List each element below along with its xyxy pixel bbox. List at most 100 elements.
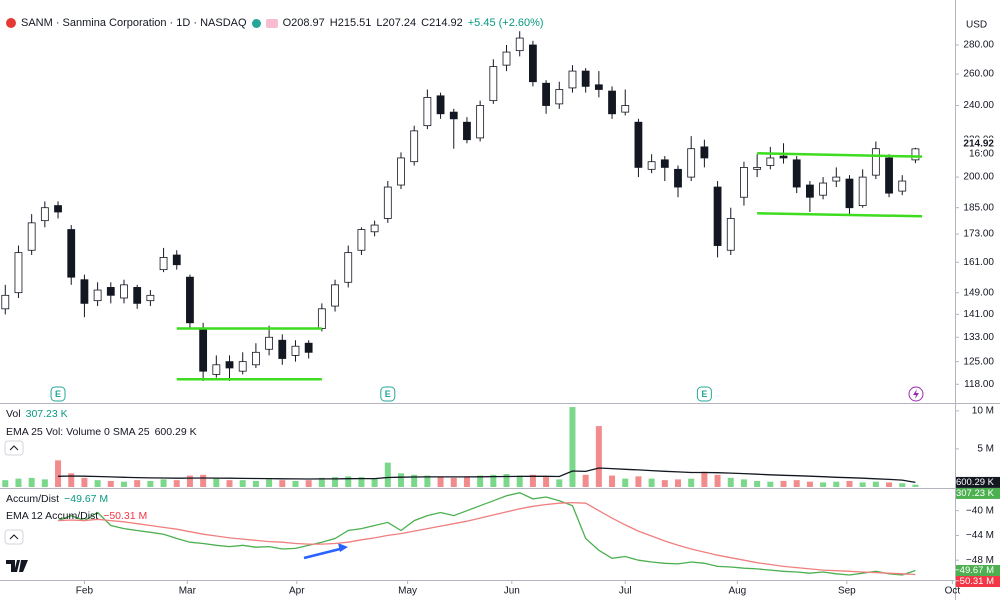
series-line bbox=[57, 492, 916, 576]
flag-icon bbox=[265, 18, 278, 28]
volume-bar bbox=[213, 478, 220, 487]
event-label: E bbox=[385, 389, 391, 399]
y-tick-label: 5 M bbox=[977, 444, 994, 455]
last-value-box bbox=[956, 487, 1000, 499]
collapse-button[interactable] bbox=[4, 529, 24, 545]
ohlc-open: O208.97 bbox=[282, 17, 325, 29]
y-tick-label: 260.00 bbox=[963, 69, 994, 80]
candle-body bbox=[27, 222, 36, 251]
annotation-arrow bbox=[303, 543, 348, 560]
candle-body bbox=[885, 157, 893, 194]
volume-bar bbox=[252, 480, 259, 487]
trend-line bbox=[757, 152, 923, 158]
candle-body bbox=[106, 287, 115, 296]
candle-body bbox=[806, 184, 814, 198]
candle-body bbox=[120, 284, 128, 299]
candle-body bbox=[845, 178, 854, 209]
earnings-event[interactable]: E bbox=[50, 386, 66, 402]
volume-bar bbox=[2, 480, 9, 487]
candle-body bbox=[449, 111, 458, 120]
volume-bar bbox=[582, 474, 589, 487]
candle-body bbox=[608, 90, 616, 115]
candle-body bbox=[304, 342, 313, 353]
candle-body bbox=[317, 308, 326, 329]
candle-body bbox=[67, 229, 76, 278]
candle-body bbox=[212, 364, 221, 375]
volume-bar bbox=[437, 477, 444, 487]
y-tick-label: 10 M bbox=[972, 405, 994, 416]
y-tick-label: −44 M bbox=[966, 530, 994, 541]
volume-bar bbox=[332, 477, 339, 487]
countdown: 16:00 bbox=[969, 148, 994, 159]
candle-body bbox=[133, 287, 142, 304]
volume-bar bbox=[279, 480, 286, 487]
x-tick-label: Feb bbox=[76, 586, 94, 597]
candle-body bbox=[594, 84, 603, 90]
dividends-event[interactable] bbox=[908, 386, 924, 402]
candle-body bbox=[529, 44, 537, 83]
ohlc-low: L207.24 bbox=[376, 17, 417, 29]
volume-bar bbox=[107, 480, 114, 487]
candle-body bbox=[489, 66, 498, 102]
y-tick-label: 149.00 bbox=[963, 287, 994, 298]
earnings-event[interactable]: E bbox=[380, 386, 396, 402]
legend-value: −50.31 M bbox=[103, 510, 148, 522]
volume-bar bbox=[859, 482, 866, 487]
volume-bar bbox=[661, 480, 668, 487]
candle-body bbox=[278, 339, 287, 359]
candle-body bbox=[753, 167, 762, 170]
collapse-button[interactable] bbox=[4, 440, 24, 456]
last-value-label: 600.29 K bbox=[956, 477, 995, 488]
candle-body bbox=[911, 148, 920, 161]
symbol-title[interactable]: SANM · Sanmina Corporation · 1D · NASDAQ bbox=[21, 17, 247, 29]
candle-body bbox=[40, 207, 49, 222]
volume-bar bbox=[147, 480, 154, 487]
x-tick-label: Sep bbox=[838, 586, 856, 597]
volume-bar bbox=[529, 474, 536, 487]
candle-body bbox=[383, 186, 392, 219]
symbol-header: SANM · Sanmina Corporation · 1D · NASDAQ… bbox=[6, 17, 544, 29]
event-label: E bbox=[55, 389, 61, 399]
volume-bar bbox=[41, 479, 48, 487]
volume-bar bbox=[463, 476, 470, 487]
earnings-event[interactable]: E bbox=[696, 386, 712, 402]
last-value-label: −50.31 M bbox=[954, 576, 994, 587]
volume-bar bbox=[411, 474, 418, 487]
volume-bar bbox=[635, 476, 642, 487]
legend-name[interactable]: Accum/Dist bbox=[6, 493, 60, 505]
candle-body bbox=[397, 157, 405, 186]
volume-bar bbox=[424, 475, 431, 487]
candle-body bbox=[14, 252, 23, 294]
volume-ema-legend: EMA 25 Vol: Volume 0 SMA 25 600.29 K bbox=[6, 426, 197, 438]
volume-bar bbox=[569, 407, 576, 487]
volume-bar bbox=[226, 480, 233, 487]
candle-body bbox=[186, 276, 194, 324]
last-value-label: −49.67 M bbox=[954, 565, 994, 576]
volume-bar bbox=[239, 480, 246, 487]
legend-value: 307.23 K bbox=[25, 408, 68, 420]
last-value-box bbox=[956, 476, 1000, 488]
candle-body bbox=[568, 70, 577, 89]
candle-body bbox=[555, 89, 564, 105]
last-value-label: 307.23 K bbox=[956, 488, 995, 499]
y-tick-label: 185.00 bbox=[963, 202, 994, 213]
volume-bar bbox=[503, 474, 510, 487]
change: +5.45 (+2.60%) bbox=[467, 17, 544, 29]
volume-bar bbox=[200, 474, 207, 487]
volume-bar bbox=[358, 477, 365, 487]
legend-name[interactable]: Vol bbox=[6, 408, 21, 420]
ohlc-high: H215.51 bbox=[329, 17, 372, 29]
candle-body bbox=[766, 157, 775, 166]
legend-name[interactable]: EMA 12 Accum/Dist bbox=[6, 510, 99, 522]
volume-bar bbox=[173, 480, 180, 487]
y-tick-label: 200.00 bbox=[963, 172, 994, 183]
candle-body bbox=[54, 205, 62, 213]
y-tick-label: 173.00 bbox=[963, 229, 994, 240]
legend-name[interactable]: EMA 25 Vol: Volume 0 SMA 25 bbox=[6, 426, 150, 438]
volume-bar bbox=[160, 479, 167, 487]
last-value-box bbox=[956, 565, 1000, 577]
y-tick-label: 133.00 bbox=[963, 332, 994, 343]
candle-body bbox=[740, 167, 748, 198]
candle-body bbox=[832, 176, 841, 182]
volume-legend: Vol 307.23 K bbox=[6, 408, 68, 420]
